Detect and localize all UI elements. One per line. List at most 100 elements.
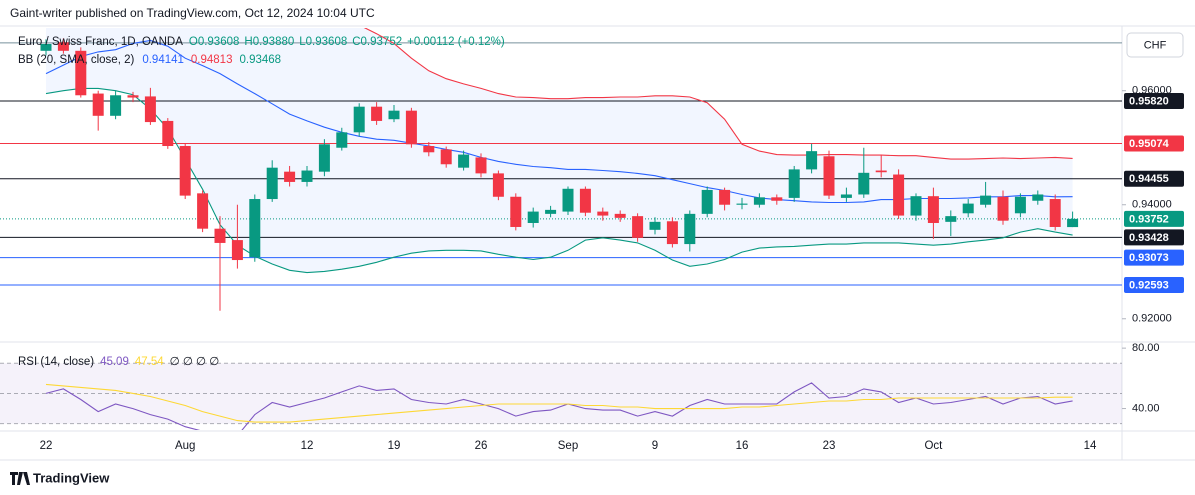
symbol-label: Euro / Swiss Franc, 1D, OANDA [18, 36, 183, 48]
band-fill [46, 28, 1073, 273]
candle-body [666, 221, 678, 245]
candle-body [823, 156, 835, 196]
last-price-label: 0.93752 [1129, 213, 1169, 225]
level-label: 0.92593 [1129, 279, 1169, 291]
candle-body [1032, 194, 1044, 201]
candle-body [701, 189, 713, 214]
candle-body [92, 93, 104, 116]
candle-body [1067, 218, 1079, 228]
level-label-box [1124, 170, 1184, 187]
candle-body [806, 151, 818, 170]
rsi-value: 47.54 [135, 356, 164, 368]
x-tick-label: Sep [558, 440, 578, 452]
quote-value: L0.93608 [299, 36, 347, 48]
candle-body [771, 197, 783, 201]
candle-body [632, 216, 644, 238]
candle-body [597, 211, 609, 216]
candle-body [231, 240, 243, 261]
candle-body [980, 195, 992, 205]
candle-body [962, 203, 974, 214]
axes: 0.960000.940000.920000.958200.950740.944… [40, 85, 1184, 452]
logo-text: TradingView [33, 470, 110, 485]
level-label-box [1124, 249, 1184, 266]
candle-body [458, 154, 470, 168]
level-label-box [1124, 229, 1184, 246]
button-label[interactable]: CHF [1144, 39, 1167, 51]
candle-body [719, 189, 731, 205]
indicator-value: 0.94813 [191, 54, 233, 66]
rsi-value: ∅ ∅ ∅ ∅ [170, 356, 220, 368]
candle-body [753, 197, 765, 205]
candle-body [893, 174, 905, 216]
x-tick-label: 22 [40, 440, 53, 452]
logo-mark [10, 472, 30, 485]
candle-body [301, 170, 313, 182]
indicator-label: BB (20, SMA, close, 2) [18, 54, 134, 66]
rsi-line [45, 382, 1073, 430]
candle-body [440, 149, 452, 165]
byline: Gaint-writer published on TradingView.co… [10, 6, 375, 20]
price-pane [0, 28, 1122, 311]
candle-body [214, 228, 226, 243]
level-label-box [1124, 276, 1184, 293]
candle-body [110, 95, 122, 116]
candle-body [284, 171, 296, 182]
footer: TradingView [10, 470, 110, 485]
legends: Euro / Swiss Franc, 1D, OANDA O0.93608 H0.… [18, 36, 505, 368]
candle-body [788, 169, 800, 198]
quote-value: O0.93608 [189, 36, 240, 48]
candle-body [614, 213, 626, 218]
candle-body [197, 193, 209, 229]
candle-body [144, 96, 156, 123]
candle-body [75, 50, 87, 96]
quote-value: +0.00112 (+0.12%) [407, 36, 505, 48]
rsi-label: RSI (14, close) [18, 356, 94, 368]
bb-line [363, 28, 1073, 160]
candle-body [423, 146, 435, 153]
x-tick-label: 16 [736, 440, 749, 452]
x-tick-label: Oct [924, 440, 943, 452]
candle-body [405, 110, 417, 145]
candle-body [649, 221, 661, 230]
candle-body [40, 43, 52, 51]
quote-value: H0.93880 [244, 36, 294, 48]
bb-line [45, 87, 1073, 274]
candle-body [57, 42, 69, 51]
candle-body [492, 173, 504, 197]
last-price-box [1124, 210, 1184, 227]
candle-body [945, 216, 957, 222]
candle-body [875, 170, 887, 173]
candle-body [910, 196, 922, 216]
button-frame[interactable] [1126, 32, 1184, 58]
candle-body [371, 106, 383, 121]
y-tick-label: 40.00 [1132, 402, 1160, 414]
rsi-line [45, 383, 1073, 423]
candle-body [510, 196, 522, 227]
level-label-box [1124, 135, 1184, 152]
x-tick-label: 19 [388, 440, 401, 452]
candle-body [127, 95, 139, 98]
candle-body [388, 110, 400, 120]
candle-body [736, 203, 748, 205]
level-label: 0.94455 [1129, 173, 1169, 185]
candle-body [179, 146, 191, 196]
x-tick-label: Aug [175, 440, 195, 452]
rsi-pane [0, 362, 1122, 430]
y-tick-label: 0.92000 [1132, 313, 1172, 325]
candle-body [475, 157, 487, 174]
candle-body [684, 213, 696, 245]
currency-button[interactable]: CHF [1126, 32, 1184, 58]
candle-body [318, 144, 330, 172]
level-label: 0.95074 [1129, 138, 1170, 150]
candle-body [858, 172, 870, 195]
candle-body [927, 196, 939, 223]
level-label-box [1124, 92, 1184, 109]
candle-body [162, 120, 174, 147]
candle-body [527, 211, 539, 223]
candle-body [1014, 196, 1026, 214]
quote-value: C0.93752 [352, 36, 402, 48]
candle-body [249, 199, 261, 258]
